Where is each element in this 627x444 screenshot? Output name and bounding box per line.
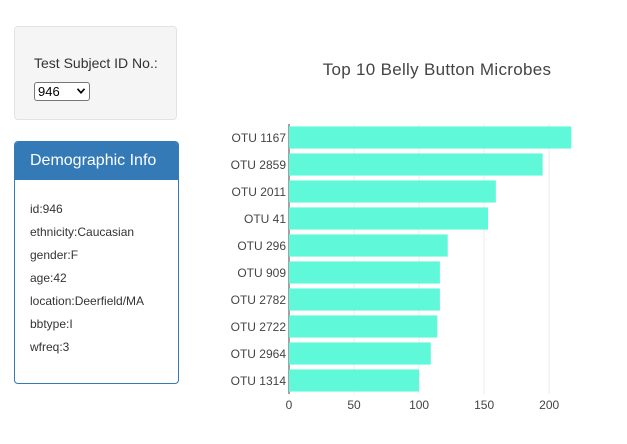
y-category-label: OTU 1314 xyxy=(231,374,287,388)
y-category-label: OTU 1167 xyxy=(232,131,287,145)
bar xyxy=(289,261,440,284)
demographic-row-bbtype: bbtype:I xyxy=(30,317,73,331)
bar xyxy=(289,207,489,230)
chart-y-labels: OTU 1167 OTU 2859 OTU 2011 OTU 41 OTU 296 OTU… xyxy=(231,131,287,388)
x-tick-label: 200 xyxy=(539,398,559,412)
subject-selector-panel: Test Subject ID No.: 946 xyxy=(14,26,177,120)
x-tick-label: 150 xyxy=(474,398,494,412)
demographic-row-gender: gender:F xyxy=(30,248,79,262)
chevron-down-icon xyxy=(77,88,85,94)
y-category-label: OTU 2011 xyxy=(232,185,287,199)
subject-id-selected-value: 946 xyxy=(38,84,60,99)
bar xyxy=(289,288,440,311)
bar xyxy=(289,315,438,338)
bar xyxy=(289,369,420,392)
bar xyxy=(289,180,496,203)
subject-id-label: Test Subject ID No.: xyxy=(34,55,158,71)
y-category-label: OTU 296 xyxy=(237,239,286,253)
x-tick-label: 100 xyxy=(409,398,429,412)
y-category-label: OTU 2964 xyxy=(231,347,287,361)
x-tick-label: 50 xyxy=(347,398,361,412)
y-category-label: OTU 2722 xyxy=(231,320,287,334)
demographic-info-title: Demographic Info xyxy=(15,142,178,180)
y-category-label: OTU 2782 xyxy=(231,293,287,307)
bar xyxy=(289,342,431,365)
y-category-label: OTU 2859 xyxy=(231,158,287,172)
x-tick-label: 0 xyxy=(286,398,293,412)
bar xyxy=(289,126,572,149)
bar xyxy=(289,153,543,176)
chart-x-ticks: 0 50 100 150 200 xyxy=(286,398,560,412)
demographic-info-panel: Demographic Info id:946 ethnicity:Caucas… xyxy=(14,141,179,384)
demographic-row-id: id:946 xyxy=(30,202,63,216)
demographic-row-wfreq: wfreq:3 xyxy=(30,340,70,354)
demographic-info-list: id:946 ethnicity:Caucasian gender:F age:… xyxy=(30,202,144,363)
demographic-row-ethnicity: ethnicity:Caucasian xyxy=(30,225,135,239)
subject-id-select[interactable]: 946 xyxy=(34,82,90,101)
y-category-label: OTU 41 xyxy=(244,212,286,226)
bar xyxy=(289,234,448,257)
y-category-label: OTU 909 xyxy=(237,266,286,280)
chart-title: Top 10 Belly Button Microbes xyxy=(323,60,552,79)
demographic-row-age: age:42 xyxy=(30,271,67,285)
chart-bars xyxy=(289,126,572,392)
demographic-row-location: location:Deerfield/MA xyxy=(30,294,145,308)
